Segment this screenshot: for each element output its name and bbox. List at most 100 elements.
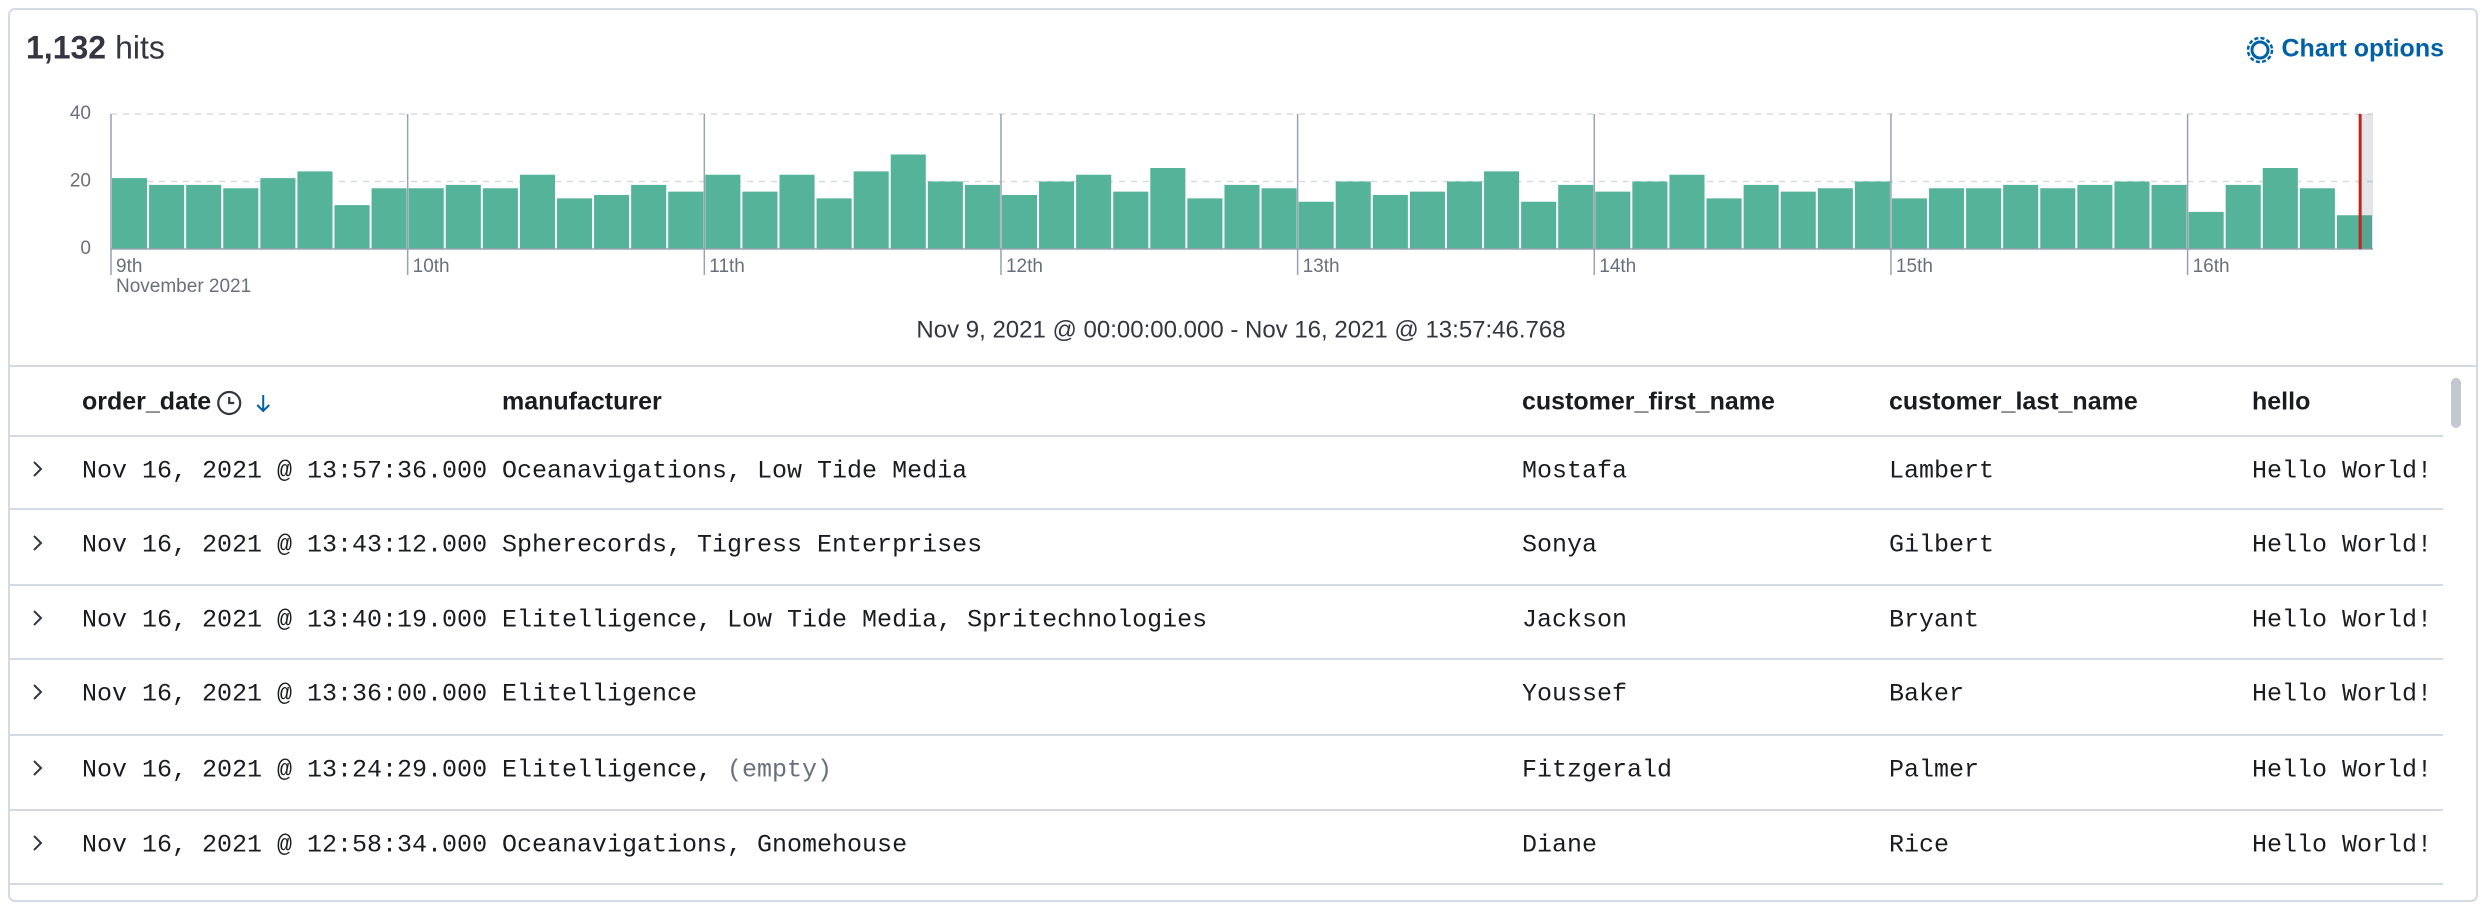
column-header[interactable]: order_date — [82, 388, 211, 416]
column-header[interactable]: customer_last_name — [1889, 388, 2138, 416]
histogram-bar — [1076, 174, 1112, 249]
sort-arrow[interactable] — [256, 395, 270, 413]
cell-customer-first-name: Youssef — [1522, 680, 1627, 709]
histogram-bar — [2040, 188, 2076, 249]
histogram-bar — [2299, 188, 2335, 249]
histogram-bar — [186, 184, 222, 249]
x-tick-label: 9th — [116, 256, 142, 277]
cell-hello: Hello World! — [2252, 531, 2432, 560]
cell-manufacturer: Elitelligence, Low Tide Media, Spritechn… — [502, 606, 1207, 635]
cell-customer-last-name: Baker — [1889, 680, 1964, 709]
x-tick-label: 13th — [1303, 256, 1340, 277]
histogram-bar — [1743, 184, 1779, 249]
histogram-bar — [890, 154, 926, 249]
histogram-bar — [297, 171, 333, 249]
histogram-bar — [1187, 198, 1223, 249]
histogram-bar — [2225, 184, 2261, 249]
cell-customer-last-name: Gilbert — [1889, 531, 1994, 560]
histogram-bar — [2114, 181, 2150, 249]
cell-order-date: Nov 16, 2021 @ 13:24:29.000 — [82, 756, 487, 785]
histogram-bar — [1558, 184, 1594, 249]
expand-toggle[interactable] — [33, 610, 43, 626]
cell-customer-first-name: Sonya — [1522, 531, 1597, 560]
histogram-bar — [1001, 195, 1038, 249]
histogram-bar — [260, 178, 296, 249]
cell-order-date: Nov 16, 2021 @ 12:58:34.000 — [82, 831, 487, 860]
histogram-bar — [1224, 184, 1260, 249]
x-tick-label: 10th — [413, 256, 450, 277]
cell-manufacturer: Spherecords, Tigress Enterprises — [502, 531, 982, 560]
histogram-bar — [1632, 181, 1668, 249]
histogram-bar — [668, 191, 704, 249]
cell-customer-first-name: Diane — [1522, 831, 1597, 860]
x-tick-label: 16th — [2193, 256, 2230, 277]
cell-customer-last-name: Bryant — [1889, 606, 1979, 635]
future-shade — [2360, 114, 2373, 249]
clock-hands — [228, 397, 235, 405]
histogram-bar — [1669, 174, 1705, 249]
histogram-bar — [556, 198, 593, 249]
cell-order-date: Nov 16, 2021 @ 13:57:36.000 — [82, 457, 487, 486]
cell-manufacturer: Oceanavigations, Gnomehouse — [502, 831, 907, 860]
histogram-bar — [519, 174, 555, 249]
chart-options-button[interactable]: Chart options — [2246, 35, 2445, 64]
histogram-bar — [742, 191, 778, 249]
histogram-bar — [1854, 181, 1890, 249]
expand-toggle[interactable] — [33, 760, 43, 776]
cell-customer-last-name: Lambert — [1889, 457, 1994, 486]
histogram-bar — [223, 188, 259, 249]
x-tick-label: 15th — [1896, 256, 1933, 277]
histogram-bar — [1891, 198, 1928, 249]
histogram-bar — [445, 184, 481, 249]
histogram-bar — [1113, 191, 1149, 249]
cell-order-date: Nov 16, 2021 @ 13:40:19.000 — [82, 606, 487, 635]
hit-count: 1,132 — [26, 29, 106, 65]
column-header[interactable]: manufacturer — [502, 388, 662, 416]
cell-customer-first-name: Jackson — [1522, 606, 1627, 635]
histogram-bar — [927, 181, 963, 249]
cell-hello: Hello World! — [2252, 680, 2432, 709]
histogram-bar — [1780, 191, 1816, 249]
clock-icon — [217, 390, 242, 416]
histogram-bar — [149, 184, 185, 249]
expand-toggle[interactable] — [33, 461, 43, 477]
histogram-bar — [2003, 184, 2039, 249]
expand-toggle[interactable] — [33, 684, 43, 700]
cell-order-date: Nov 16, 2021 @ 13:43:12.000 — [82, 531, 487, 560]
histogram-bar — [1039, 181, 1075, 249]
histogram-bar — [1150, 168, 1186, 249]
cell-customer-last-name: Palmer — [1889, 756, 1979, 785]
y-tick-label: 40 — [70, 103, 91, 124]
cell-hello: Hello World! — [2252, 457, 2432, 486]
hit-label: hits — [115, 29, 165, 65]
histogram-bar — [112, 178, 148, 249]
histogram-bar — [2188, 211, 2224, 249]
histogram-bar — [1372, 195, 1408, 249]
histogram-bar — [371, 188, 407, 249]
histogram-bar — [1484, 171, 1520, 249]
histogram-bar — [1966, 188, 2002, 249]
expand-toggle[interactable] — [33, 835, 43, 851]
cell-manufacturer: Elitelligence — [502, 680, 697, 709]
chart-options-label[interactable]: Chart options — [2282, 35, 2445, 63]
cell-hello: Hello World! — [2252, 606, 2432, 635]
gear-teeth — [2246, 36, 2274, 64]
x-tick-label: 12th — [1006, 256, 1043, 277]
histogram-bar — [594, 195, 630, 249]
histogram-bar — [1595, 191, 1631, 249]
histogram-bar — [1335, 181, 1371, 249]
x-tick-label: 11th — [709, 256, 745, 277]
x-tick-label: 14th — [1599, 256, 1636, 277]
cell-manufacturer: Oceanavigations, Low Tide Media — [502, 457, 967, 486]
histogram-bar — [964, 184, 1000, 249]
expand-toggle[interactable] — [33, 535, 43, 551]
column-header[interactable]: customer_first_name — [1522, 388, 1775, 416]
histogram-bar — [1261, 188, 1297, 249]
histogram-bar — [408, 188, 444, 249]
cell-empty-value: (empty) — [727, 756, 832, 785]
histogram-bar — [1521, 201, 1557, 249]
scrollbar-thumb[interactable] — [2451, 378, 2461, 428]
column-header[interactable]: hello — [2252, 388, 2310, 416]
